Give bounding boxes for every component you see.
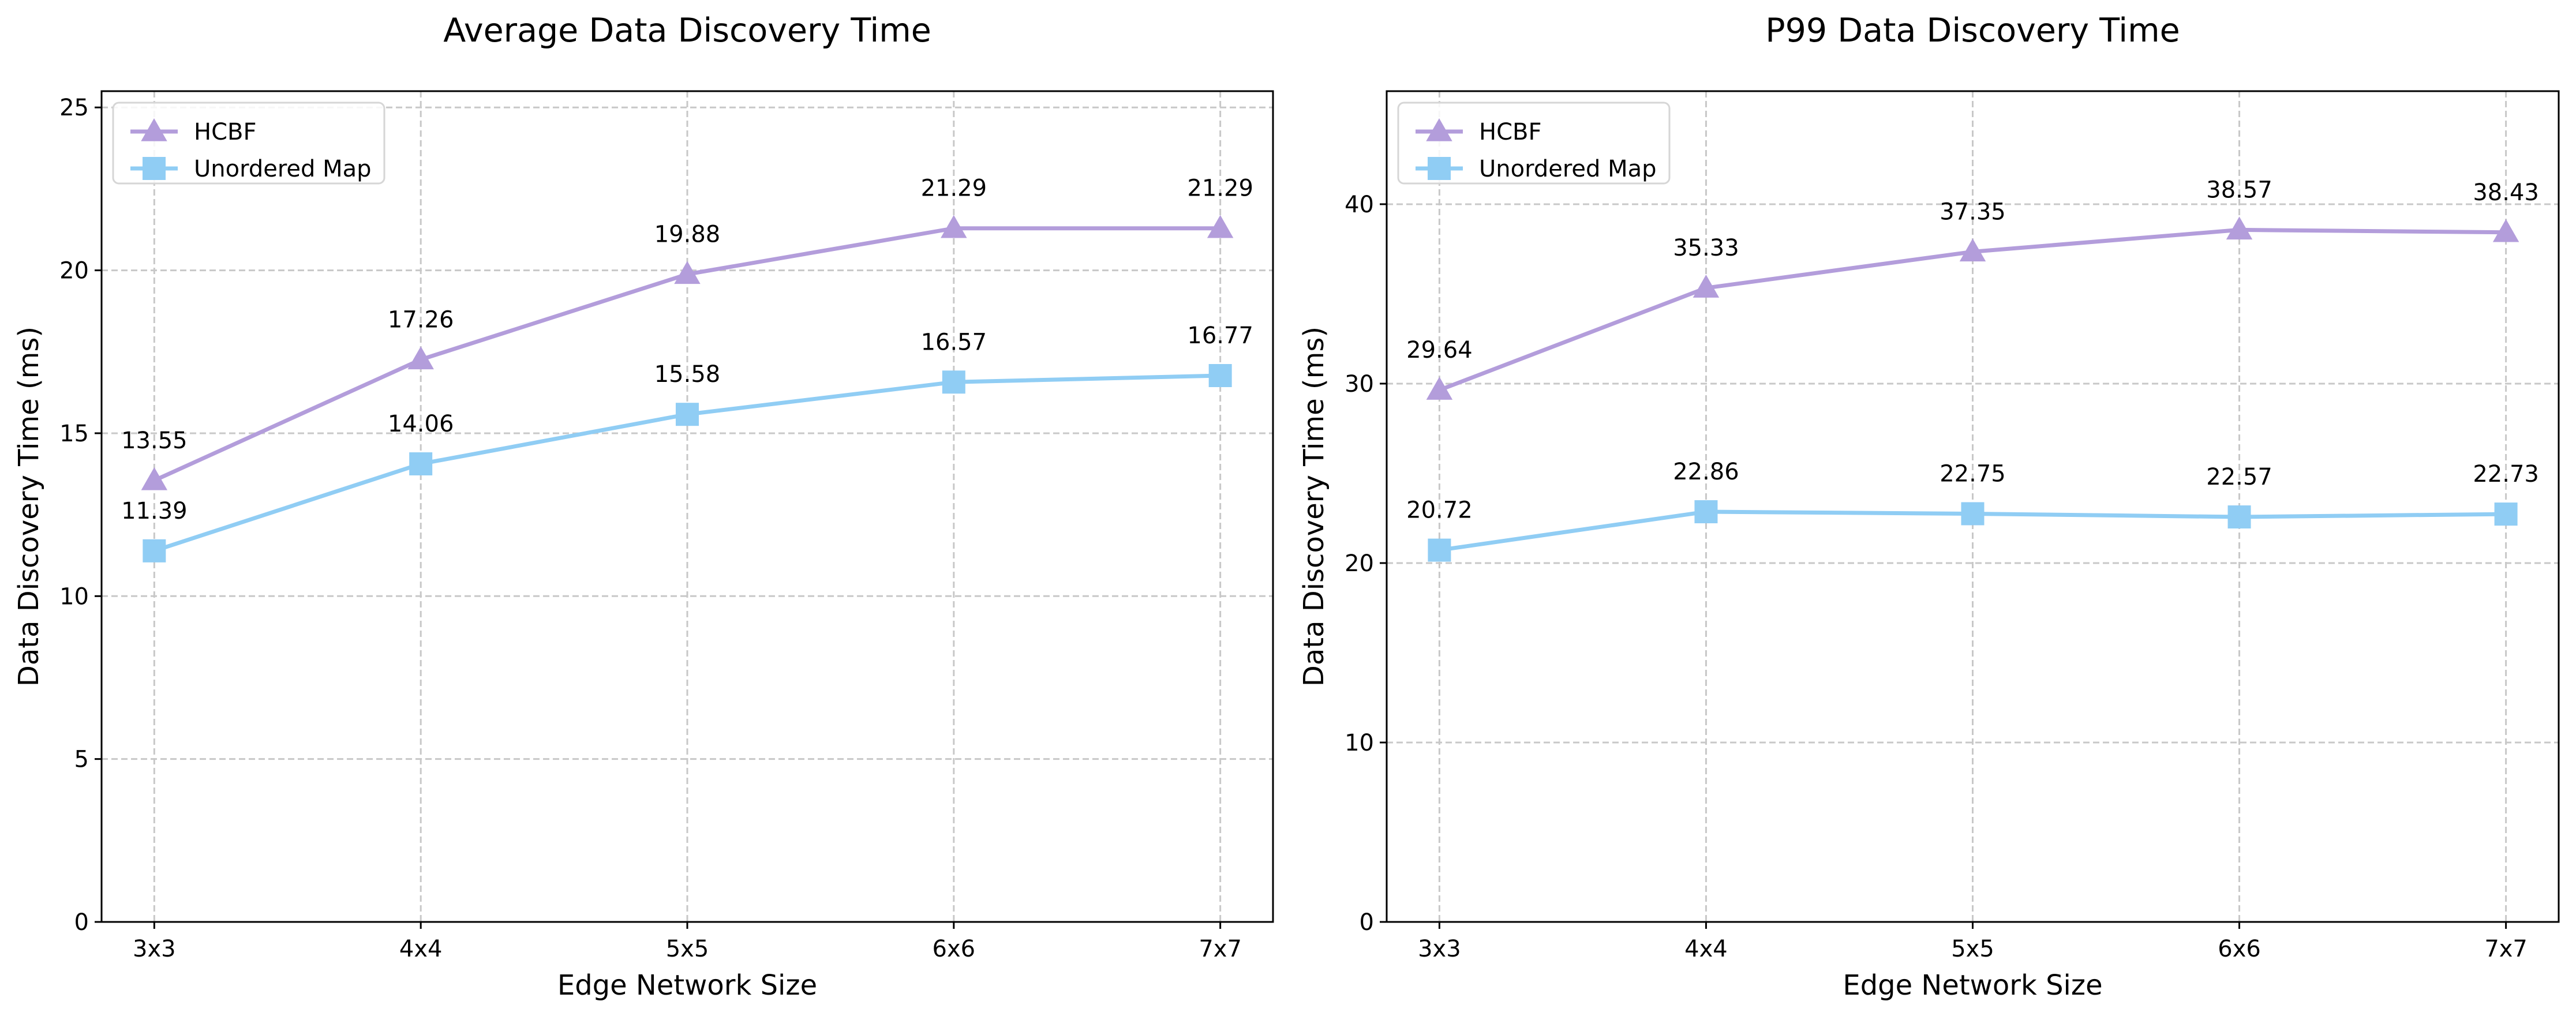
legend-swatch-marker — [143, 157, 166, 180]
data-label: 38.57 — [2206, 177, 2272, 203]
data-label: 29.64 — [1406, 337, 1473, 363]
x-tick-label: 7x7 — [1199, 936, 1242, 962]
x-axis-label: Edge Network Size — [1843, 969, 2102, 1002]
legend-swatch-marker — [141, 118, 167, 141]
data-label: 38.43 — [2473, 179, 2539, 206]
legend-label: HCBF — [194, 119, 256, 145]
series-hcbf: 13.55 17.26 19.88 21.29 21.29 — [121, 175, 1253, 490]
data-point — [1959, 238, 1986, 262]
chart-title: Average Data Discovery Time — [443, 12, 931, 50]
data-label: 20.72 — [1406, 497, 1473, 524]
data-label: 35.33 — [1673, 235, 1739, 261]
data-point — [2226, 216, 2253, 240]
legend: HCBF Unordered Map — [112, 102, 385, 185]
y-tick-label: 20 — [59, 258, 89, 284]
data-point — [942, 370, 965, 394]
y-tick-label: 40 — [1345, 192, 1374, 218]
data-point — [2227, 505, 2251, 529]
chart-p99-discovery-time: 0 10 20 30 40 3x3 4x4 5x5 6x6 7x7 P99 Data Discove… — [1298, 12, 2560, 1002]
data-label: 15.58 — [654, 361, 721, 388]
x-axis-label: Edge Network Size — [557, 969, 817, 1002]
data-label: 14.06 — [388, 411, 454, 437]
x-tick-label: 5x5 — [666, 936, 709, 962]
data-point — [1208, 363, 1232, 387]
y-tick-label: 25 — [59, 95, 89, 121]
data-point — [1694, 500, 1718, 524]
x-tick-label: 6x6 — [933, 936, 976, 962]
data-point — [2492, 219, 2519, 242]
x-tick-label: 6x6 — [2218, 936, 2261, 962]
data-label: 22.86 — [1673, 459, 1739, 485]
series-unordered-map: 11.39 14.06 15.58 16.57 16.77 — [121, 322, 1253, 562]
legend-label: Unordered Map — [1479, 156, 1657, 182]
data-point — [141, 467, 168, 490]
y-tick-label: 5 — [74, 747, 89, 773]
data-label: 16.57 — [921, 329, 987, 355]
x-tick-label: 5x5 — [1951, 936, 1994, 962]
data-point — [409, 452, 433, 476]
y-axis-label: Data Discovery Time (ms) — [13, 327, 45, 687]
legend-item: HCBF — [1416, 118, 1541, 145]
data-label: 37.35 — [1940, 198, 2006, 225]
grid — [102, 91, 1273, 923]
data-label: 21.29 — [1187, 175, 1253, 202]
data-label: 13.55 — [121, 427, 188, 454]
y-tick-label: 10 — [59, 583, 89, 610]
data-point — [674, 261, 701, 284]
y-tick-label: 30 — [1345, 371, 1374, 397]
series-unordered-map: 20.72 22.86 22.75 22.57 22.73 — [1406, 459, 2539, 562]
chart-title: P99 Data Discovery Time — [1765, 12, 2180, 50]
legend-label: HCBF — [1479, 119, 1541, 145]
data-label: 16.77 — [1187, 322, 1253, 349]
data-point — [1207, 215, 1234, 238]
y-axis-label: Data Discovery Time (ms) — [1298, 327, 1330, 687]
data-label: 22.75 — [1940, 460, 2006, 487]
data-point — [143, 539, 166, 562]
data-label: 22.57 — [2206, 464, 2272, 490]
legend-frame — [1397, 102, 1671, 185]
chart-average-discovery-time: 0 5 10 15 20 25 3x3 4x4 5x5 6x6 7x7 Average Data Di… — [13, 12, 1274, 1002]
x-tick-label: 3x3 — [133, 936, 176, 962]
legend-label: Unordered Map — [194, 156, 372, 182]
data-point — [2494, 502, 2518, 526]
legend-item: Unordered Map — [1416, 156, 1657, 182]
data-point — [407, 346, 434, 370]
data-label: 22.73 — [2473, 461, 2539, 487]
x-tick-label: 4x4 — [1684, 936, 1728, 962]
legend-swatch-marker — [1426, 118, 1452, 141]
x-tick-label: 3x3 — [1418, 936, 1461, 962]
legend-item: Unordered Map — [130, 156, 372, 182]
data-point — [1428, 538, 1451, 562]
data-point — [1961, 502, 1985, 526]
series-hcbf: 29.64 35.33 37.35 38.57 38.43 — [1406, 177, 2539, 400]
data-label: 19.88 — [654, 221, 721, 247]
data-label: 11.39 — [121, 498, 188, 524]
legend-frame — [112, 102, 385, 185]
x-tick-label: 4x4 — [399, 936, 443, 962]
data-label: 21.29 — [921, 175, 987, 202]
y-tick-label: 0 — [1360, 909, 1374, 936]
y-tick-label: 10 — [1345, 730, 1374, 756]
legend-swatch-marker — [1428, 157, 1451, 180]
y-tick-label: 0 — [74, 909, 89, 936]
data-point — [1693, 275, 1720, 298]
data-label: 17.26 — [388, 306, 454, 333]
data-point — [1426, 377, 1453, 400]
data-point — [941, 215, 967, 238]
legend-item: HCBF — [130, 118, 256, 145]
y-tick-label: 15 — [59, 421, 89, 447]
y-tick-label: 20 — [1345, 550, 1374, 577]
data-point — [676, 403, 699, 426]
x-tick-label: 7x7 — [2484, 936, 2528, 962]
legend: HCBF Unordered Map — [1397, 102, 1671, 185]
